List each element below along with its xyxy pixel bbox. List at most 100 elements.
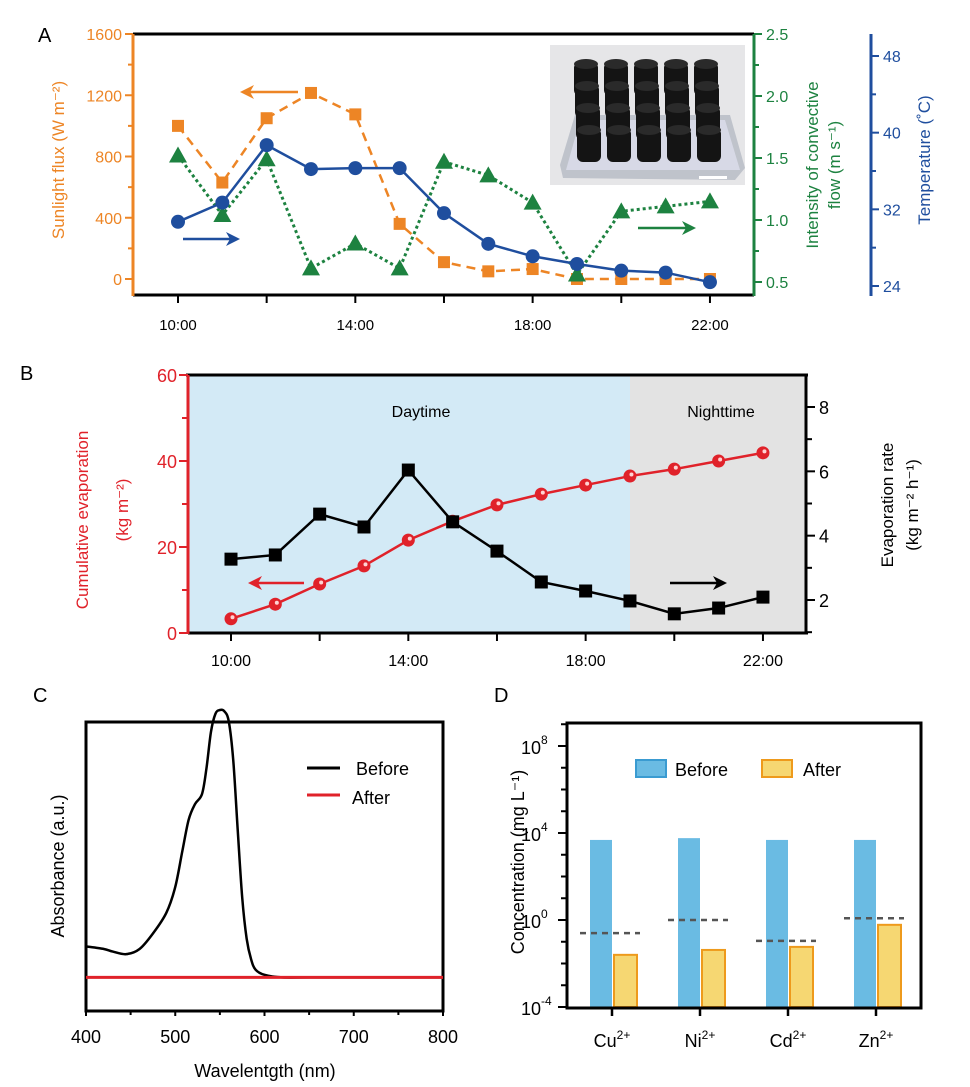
x-axis-tick-label: 14:00 [337,317,375,334]
inset-cylinder-top [607,125,631,135]
right-axis-green-label-1: Intensity of convective [803,81,822,248]
cumulative-evaporation-point [579,478,593,492]
right-axis-green-tick-label: 1.0 [766,213,788,230]
right-axis-tick-label: 8 [819,398,829,418]
left-axis-label: Sunlight flux (W m⁻²) [49,81,68,239]
y-axis-tick-exponent: 0 [541,907,548,921]
right-axis-green-tick-label: 2.0 [766,89,788,106]
inset-cylinder-top [577,125,601,135]
left-axis-tick-label: 400 [95,211,122,228]
y-axis-tick-label: 10 [521,738,541,758]
right-axis-green-tick-label: 1.5 [766,151,788,168]
legend-label-before: Before [675,760,728,780]
x-axis-tick-label: 700 [339,1027,369,1047]
inset-cylinder-top [574,59,598,69]
x-axis-tick-label: Zn2+ [859,1028,894,1051]
cumulative-evaporation-point-highlight [718,457,723,462]
y-axis-label: Absorbance (a.u.) [48,794,68,937]
x-axis-tick-label: Ni2+ [685,1028,716,1051]
left-axis-label-2: (kg m⁻²) [113,479,132,542]
temperature-point [525,249,540,264]
legend-label-after: After [352,788,390,808]
convective-flow-point [346,234,365,251]
inset-cylinder [637,128,661,162]
cumulative-evaporation-point-highlight [762,449,767,454]
evaporation-rate-point [446,515,460,529]
temperature-point [481,236,496,251]
panel-b-chart: Daytime Nighttime 0 20 40 60 2 4 6 8 10:00 14:00 1… [73,366,922,670]
convective-flow-point [169,146,187,163]
bar-before [590,839,612,1008]
cumulative-evaporation-point-highlight [585,481,590,486]
right-axis-blue-tick-label: 40 [883,126,901,143]
cumulative-evaporation-point-highlight [540,490,545,495]
right-axis-tick-label: 6 [819,462,829,482]
x-axis-tick-label: 600 [249,1027,279,1047]
x-axis-tick-label: 500 [160,1027,190,1047]
evaporation-rate-point [268,548,282,562]
right-axis-green-tick-label: 2.5 [766,27,788,44]
x-axis-tick-label: 18:00 [514,317,552,334]
cumulative-evaporation-point [357,559,371,573]
legend-label-after: After [803,760,841,780]
temperature-point [348,161,363,176]
daytime-label: Daytime [392,404,451,421]
temperature-point [436,206,451,221]
ion-charge: 2+ [702,1028,716,1042]
bar-before [766,839,788,1008]
left-axis-label-1: Cumulative evaporation [73,431,92,610]
cumulative-evaporation-point [623,469,637,483]
right-axis-tick-label: 4 [819,527,829,547]
inset-cylinder-top [695,81,719,91]
panel-label-c: C [33,685,47,707]
cumulative-evaporation-point [667,462,681,476]
daytime-region [188,375,630,633]
temperature-point [215,195,230,210]
left-axis-tick-label: 60 [157,366,177,386]
left-axis-tick-label: 40 [157,452,177,472]
convective-flow-point [523,193,542,210]
cumulative-evaporation-point [534,487,548,501]
cumulative-evaporation-point [268,597,282,611]
inset-cylinder-top [605,81,629,91]
convective-flow-point [213,206,232,223]
x-axis-tick-label: 400 [71,1027,101,1047]
cumulative-evaporation-point-highlight [230,615,235,620]
inset-cylinder [577,128,601,162]
y-axis-tick-label: 10 [521,825,541,845]
convective-flow-point [612,202,631,219]
inset-cylinder-top [606,103,630,113]
cumulative-evaporation-point-highlight [363,562,368,567]
legend-swatch-after [761,759,793,778]
left-axis-tick-label: 1600 [86,27,122,44]
evaporation-rate-point [534,575,548,589]
right-arrow-black-icon [670,576,727,590]
sunlight-flux-point [172,119,184,132]
x-axis-tick-label: Cd2+ [770,1028,807,1051]
evaporation-rate-point [401,463,415,477]
temperature-point [614,263,629,278]
bar-after [789,945,814,1009]
left-axis-tick-label: 0 [113,272,122,289]
right-axis-blue-label: Temperature (˚C) [915,95,934,224]
right-axis-blue-tick-label: 48 [883,49,901,66]
evaporation-rate-point [712,601,726,615]
evaporation-rate-point [224,552,238,566]
sunlight-flux-point [349,108,362,121]
temperature-point [658,265,673,280]
right-axis-green-tick-label: 0.5 [766,275,788,292]
inset-cylinder-top [667,125,691,135]
sunlight-flux-point [304,86,317,99]
inset-cylinder [697,128,721,162]
cumulative-evaporation-point-highlight [274,600,279,605]
y-axis-label: Concentration (mg L⁻¹) [508,770,528,955]
evaporation-rate-point [667,607,681,621]
cumulative-evaporation-point-highlight [319,580,324,585]
x-axis-tick-label: 800 [428,1027,458,1047]
inset-cylinder [667,128,691,162]
bar-after [613,953,638,1008]
sunlight-flux-point [260,112,273,125]
inset-cylinder-top [634,59,658,69]
convective-flow-point [656,197,675,214]
